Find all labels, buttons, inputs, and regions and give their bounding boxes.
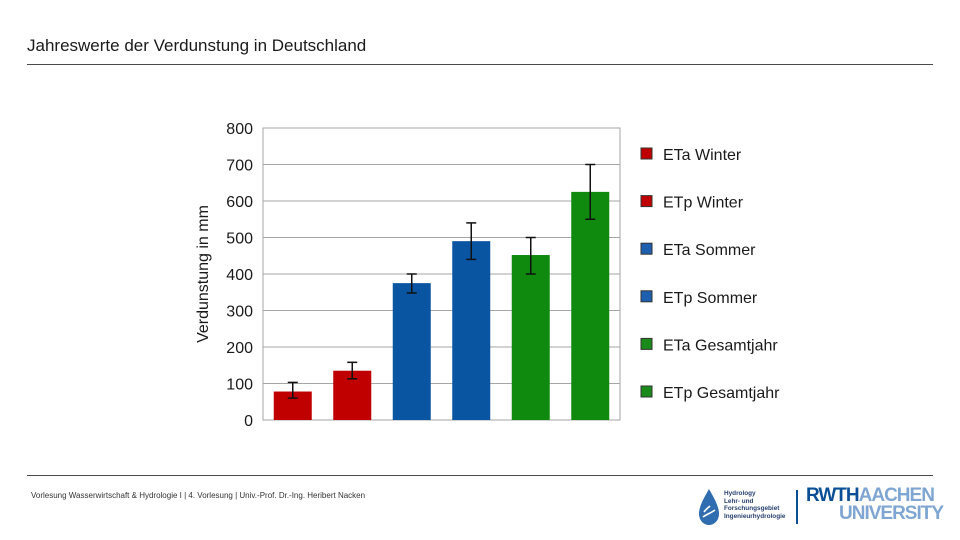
error-bar bbox=[466, 222, 477, 261]
water-drop-logo-icon bbox=[699, 489, 719, 525]
legend-label: ETa Winter bbox=[663, 147, 742, 164]
y-tick-label: 800 bbox=[226, 121, 253, 138]
legend: ETa Winter ETp Winter ETa Sommer ETp Sommer… bbox=[640, 147, 780, 402]
logo-area: Hydrology Lehr- und Forschungsgebiet Ing… bbox=[698, 485, 944, 528]
slide-title: Jahreswerte der Verdunstung in Deutschla… bbox=[27, 36, 367, 55]
legend-entry: ETa Gesamtjahr bbox=[640, 337, 778, 354]
hydro-line: Hydrology bbox=[724, 490, 756, 497]
y-tick-label: 200 bbox=[226, 340, 253, 357]
legend-swatch bbox=[640, 242, 653, 255]
y-tick-label: 300 bbox=[226, 304, 253, 321]
error-bars bbox=[287, 163, 596, 399]
rwth-logo: RWTHAACHEN bbox=[806, 485, 935, 506]
y-tick-label: 500 bbox=[226, 231, 253, 248]
y-tick-label: 600 bbox=[226, 194, 253, 211]
hydrology-logo-text: Hydrology Lehr- und Forschungsgebiet Ing… bbox=[724, 490, 788, 520]
legend-label: ETa Sommer bbox=[663, 242, 756, 259]
error-bar bbox=[287, 381, 298, 399]
legend-swatch bbox=[640, 385, 653, 398]
logo-divider bbox=[796, 490, 798, 524]
y-axis-ticks: 0 100 200 300 400 500 600 700 800 bbox=[226, 121, 253, 430]
legend-entry: ETp Gesamtjahr bbox=[640, 385, 780, 402]
y-tick-label: 700 bbox=[226, 158, 253, 175]
hydro-line: Lehr- und bbox=[724, 497, 754, 505]
university-logo-text: UNIVERSITY bbox=[839, 503, 944, 524]
legend-label: ETp Gesamtjahr bbox=[663, 385, 780, 402]
error-bar bbox=[347, 361, 358, 380]
footer-divider bbox=[27, 475, 933, 476]
bar-etp-sommer bbox=[452, 241, 491, 420]
hydro-line: Forschungsgebiet bbox=[724, 505, 780, 513]
legend-label: ETp Winter bbox=[663, 195, 744, 212]
y-tick-label: 0 bbox=[244, 413, 253, 430]
y-axis-label: Verdunstung in mm bbox=[195, 205, 212, 343]
title-divider bbox=[27, 64, 933, 65]
legend-entry: ETa Sommer bbox=[640, 242, 756, 259]
bar-etp-gesamtjahr bbox=[571, 191, 610, 420]
legend-swatch bbox=[640, 290, 653, 303]
legend-entry: ETp Winter bbox=[640, 195, 744, 212]
legend-entry: ETp Sommer bbox=[640, 290, 758, 307]
error-bar bbox=[585, 163, 596, 220]
bar-eta-gesamtjahr bbox=[511, 255, 550, 420]
footer-text: Vorlesung Wasserwirtschaft & Hydrologie … bbox=[31, 491, 366, 500]
legend-swatch bbox=[640, 337, 653, 350]
legend-swatch bbox=[640, 147, 653, 160]
error-bar bbox=[525, 236, 536, 275]
legend-swatch bbox=[640, 195, 653, 208]
y-tick-label: 100 bbox=[226, 377, 253, 394]
error-bar bbox=[406, 273, 417, 294]
legend-label: ETp Sommer bbox=[663, 290, 758, 307]
evaporation-bar-chart: 0 100 200 300 400 500 600 700 800 Verdunstung in… bbox=[195, 121, 780, 430]
legend-label: ETa Gesamtjahr bbox=[663, 337, 778, 354]
legend-entry: ETa Winter bbox=[640, 147, 742, 164]
hydro-line: Ingenieurhydrologie bbox=[724, 512, 786, 520]
bar-eta-sommer bbox=[392, 283, 431, 420]
y-tick-label: 400 bbox=[226, 267, 253, 284]
gridlines bbox=[263, 164, 620, 384]
